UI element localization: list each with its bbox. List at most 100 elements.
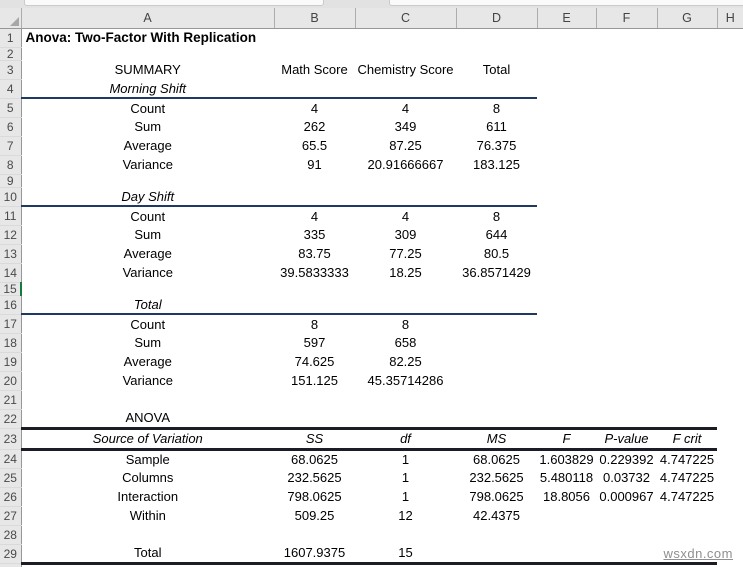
- metric-value[interactable]: 8: [492, 100, 501, 116]
- cell[interactable]: [657, 28, 717, 47]
- metric-label[interactable]: Sum: [134, 227, 162, 242]
- row-header-25[interactable]: 25: [0, 468, 22, 488]
- metric-value[interactable]: 39.5833333: [280, 265, 349, 280]
- cell[interactable]: [657, 155, 717, 174]
- metric-value[interactable]: 74.625: [294, 354, 335, 369]
- cell[interactable]: [717, 409, 743, 428]
- cell[interactable]: [537, 117, 596, 136]
- cell[interactable]: [456, 333, 537, 352]
- cell[interactable]: [717, 187, 743, 206]
- cell[interactable]: [596, 371, 657, 390]
- anova-value[interactable]: 1607.9375: [274, 544, 355, 565]
- cell[interactable]: [657, 263, 717, 282]
- cell[interactable]: [596, 244, 657, 263]
- cell[interactable]: [274, 79, 355, 99]
- summary-col-chemistry[interactable]: Chemistry Score: [357, 62, 454, 77]
- anova-source[interactable]: Total: [21, 544, 274, 565]
- cell[interactable]: [355, 409, 456, 430]
- cell[interactable]: [717, 468, 743, 487]
- metric-label[interactable]: Average: [123, 138, 172, 153]
- anova-value[interactable]: 232.5625: [469, 470, 524, 485]
- anova-source[interactable]: Columns: [122, 470, 174, 485]
- cell[interactable]: [596, 314, 657, 333]
- anova-header-f[interactable]: F: [537, 428, 596, 451]
- cell[interactable]: [717, 333, 743, 352]
- anova-value[interactable]: 509.25: [294, 508, 335, 523]
- metric-label[interactable]: Count: [130, 100, 166, 116]
- cell[interactable]: [537, 506, 596, 525]
- anova-value[interactable]: 4.747225: [659, 451, 715, 467]
- row-header-19[interactable]: 19: [0, 352, 22, 372]
- cell[interactable]: [717, 206, 743, 225]
- cell[interactable]: [657, 544, 717, 565]
- anova-value[interactable]: 1: [401, 489, 410, 504]
- cell[interactable]: [596, 98, 657, 117]
- metric-value[interactable]: 91: [307, 157, 322, 172]
- row-header-13[interactable]: 13: [0, 244, 22, 264]
- column-header-f[interactable]: F: [596, 8, 658, 29]
- metric-value[interactable]: 262: [303, 119, 326, 134]
- anova-value[interactable]: 798.0625: [287, 489, 342, 504]
- row-header-5[interactable]: 5: [0, 98, 22, 118]
- cell[interactable]: [717, 263, 743, 282]
- column-header-e[interactable]: E: [537, 8, 597, 29]
- summary-label-cell[interactable]: SUMMARY: [114, 62, 181, 77]
- metric-label[interactable]: Variance: [122, 373, 173, 388]
- row-header-20[interactable]: 20: [0, 371, 22, 391]
- cell[interactable]: [21, 563, 743, 567]
- row-header-21[interactable]: 21: [0, 390, 22, 410]
- anova-value[interactable]: 18.8056: [543, 489, 590, 504]
- metric-label[interactable]: Sum: [134, 335, 162, 350]
- row-header-29[interactable]: 29: [0, 544, 22, 564]
- anova-label-cell[interactable]: ANOVA: [21, 409, 274, 430]
- cell[interactable]: [456, 314, 537, 333]
- metric-value[interactable]: 77.25: [389, 246, 422, 261]
- cell[interactable]: [657, 60, 717, 79]
- cell[interactable]: [717, 314, 743, 333]
- anova-value[interactable]: 798.0625: [469, 489, 524, 504]
- cell[interactable]: [456, 544, 537, 565]
- cell[interactable]: [537, 244, 596, 263]
- cell[interactable]: [717, 98, 743, 117]
- cell[interactable]: [537, 352, 596, 371]
- sheet-title-cell[interactable]: Anova: Two-Factor With Replication: [25, 30, 257, 45]
- row-header-4[interactable]: 4: [0, 79, 22, 99]
- cell[interactable]: [657, 187, 717, 206]
- cell[interactable]: [717, 244, 743, 263]
- metric-value[interactable]: 597: [303, 335, 326, 350]
- row-header-10[interactable]: 10: [0, 187, 22, 207]
- cell[interactable]: [717, 487, 743, 506]
- row-header-30-partial[interactable]: [0, 563, 22, 567]
- select-all-corner[interactable]: [0, 8, 22, 29]
- metric-label[interactable]: Sum: [134, 119, 162, 134]
- cell[interactable]: [537, 263, 596, 282]
- cell[interactable]: [657, 136, 717, 155]
- column-header-d[interactable]: D: [456, 8, 538, 29]
- cell[interactable]: [657, 314, 717, 333]
- row-header-24[interactable]: 24: [0, 449, 22, 469]
- metric-label[interactable]: Count: [130, 316, 166, 332]
- cell[interactable]: [657, 244, 717, 263]
- cell[interactable]: [21, 525, 743, 544]
- anova-source[interactable]: Interaction: [117, 489, 179, 504]
- cell[interactable]: [717, 225, 743, 244]
- cell[interactable]: [717, 371, 743, 390]
- cell[interactable]: [596, 206, 657, 225]
- metric-value[interactable]: 18.25: [389, 265, 422, 280]
- cell[interactable]: [717, 506, 743, 525]
- cell[interactable]: [355, 187, 456, 207]
- cell[interactable]: [596, 136, 657, 155]
- metric-value[interactable]: 151.125: [291, 373, 338, 388]
- cell[interactable]: [596, 60, 657, 79]
- row-header-17[interactable]: 17: [0, 314, 22, 334]
- row-header-28[interactable]: 28: [0, 525, 22, 545]
- metric-value[interactable]: 87.25: [389, 138, 422, 153]
- cell[interactable]: [537, 206, 596, 225]
- row-header-12[interactable]: 12: [0, 225, 22, 245]
- cell[interactable]: [456, 295, 537, 315]
- cell[interactable]: [717, 428, 743, 449]
- metric-value[interactable]: 45.35714286: [367, 373, 444, 388]
- cell[interactable]: [21, 47, 743, 60]
- row-header-22[interactable]: 22: [0, 409, 22, 429]
- metric-value[interactable]: 82.25: [389, 354, 422, 369]
